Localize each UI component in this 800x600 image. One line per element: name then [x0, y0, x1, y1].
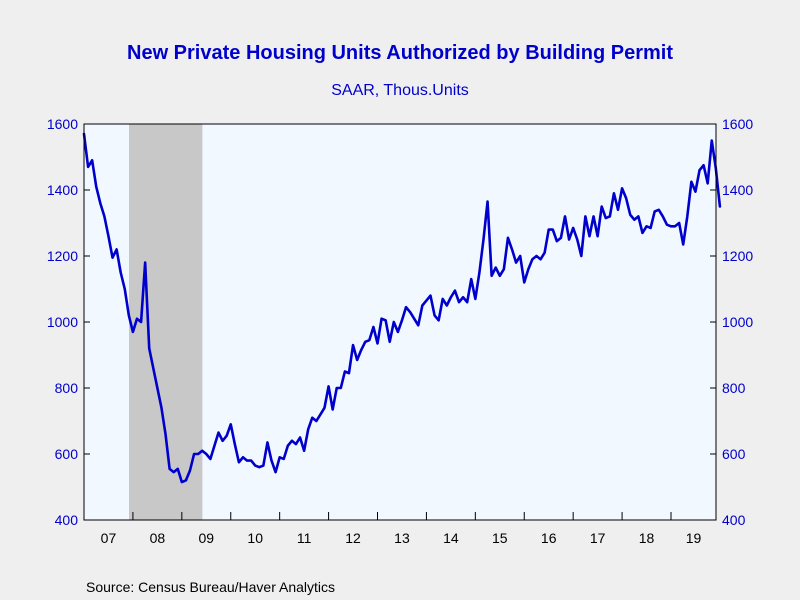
x-tick-label: 08	[150, 530, 166, 546]
x-tick-label: 19	[686, 530, 702, 546]
y-tick-label-right: 1200	[722, 248, 753, 264]
y-tick-label-left: 600	[55, 446, 79, 462]
x-tick-label: 17	[590, 530, 606, 546]
y-tick-label-right: 1400	[722, 182, 753, 198]
y-tick-label-right: 800	[722, 380, 746, 396]
source-note: Source: Census Bureau/Haver Analytics	[86, 579, 335, 595]
series-layer	[82, 132, 722, 484]
y-axis-left: 400 600 800 1000 1200 1400 1600	[47, 116, 90, 528]
y-tick-label-left: 1400	[47, 182, 78, 198]
x-tick-label: 16	[541, 530, 557, 546]
x-tick-label: 14	[443, 530, 459, 546]
y-tick-label-left: 400	[55, 512, 79, 528]
x-tick-label: 15	[492, 530, 508, 546]
x-tick-label: 07	[101, 530, 117, 546]
y-tick-label-left: 1600	[47, 116, 78, 132]
chart-subtitle: SAAR, Thous.Units	[331, 82, 469, 99]
x-axis: 07 08 09 10 11 12 13 14 15 16 17 18 19	[101, 512, 702, 546]
x-tick-label: 18	[639, 530, 655, 546]
y-tick-label-left: 1200	[47, 248, 78, 264]
y-tick-label-left: 800	[55, 380, 79, 396]
series-line-0	[82, 132, 722, 484]
y-tick-label-left: 1000	[47, 314, 78, 330]
chart-title: New Private Housing Units Authorized by …	[127, 42, 673, 64]
y-tick-label-right: 600	[722, 446, 746, 462]
x-tick-label: 12	[345, 530, 361, 546]
y-tick-label-right: 400	[722, 512, 746, 528]
y-axis-right: 400 600 800 1000 1200 1400 1600	[710, 116, 753, 528]
y-tick-label-right: 1600	[722, 116, 753, 132]
x-tick-label: 11	[297, 530, 312, 546]
x-tick-label: 13	[394, 530, 410, 546]
x-tick-label: 10	[247, 530, 263, 546]
y-tick-label-right: 1000	[722, 314, 753, 330]
x-tick-label: 09	[199, 530, 215, 546]
